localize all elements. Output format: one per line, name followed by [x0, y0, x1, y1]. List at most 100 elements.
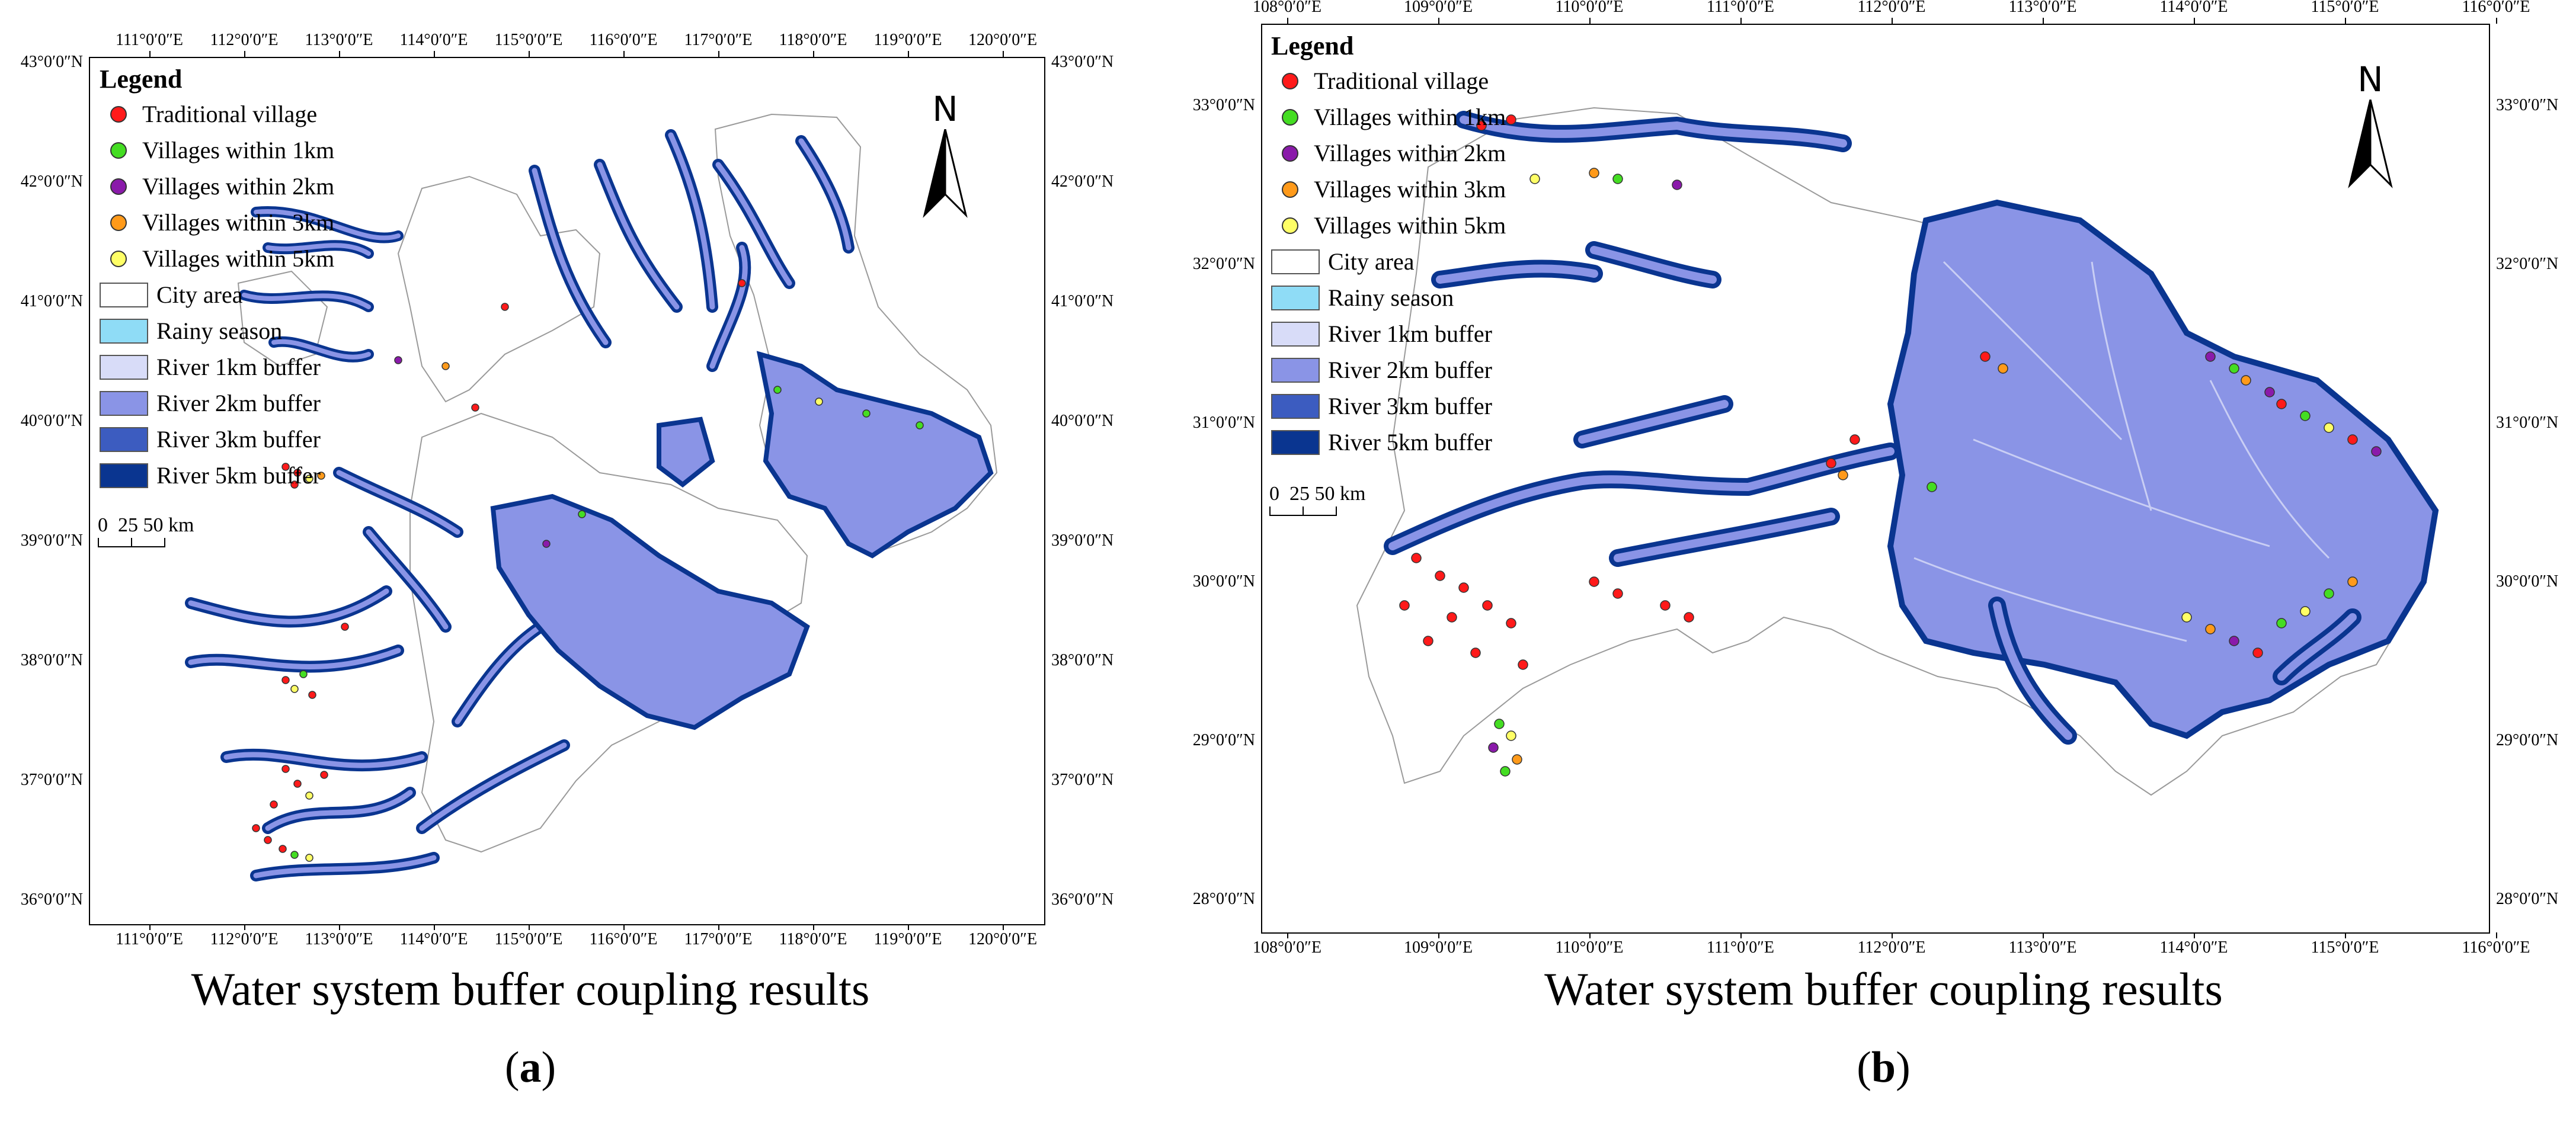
legend-item-label: Villages within 1km — [1314, 103, 1506, 130]
legend-item: Villages within 1km — [100, 132, 334, 168]
latitude-tick-label: 29°0′0″N — [2496, 731, 2559, 749]
north-arrow: N — [2347, 59, 2394, 191]
latitude-tick-label: 33°0′0″N — [2496, 96, 2559, 114]
legend-dot-icon — [110, 142, 127, 159]
longitude-tick-label: 120°0′0″E — [968, 31, 1038, 49]
longitude-tick-label: 112°0′0″E — [1857, 938, 1926, 957]
legend-dot-icon — [110, 105, 127, 123]
legend-item-label: River 5km buffer — [156, 461, 321, 489]
legend-dot-icon — [1282, 72, 1298, 89]
subfigure-label: (a) — [504, 1043, 556, 1092]
latitude-tick-label: 32°0′0″N — [1192, 255, 1255, 273]
map-panel-a: 111°0′0″E 111°0′0″E 112°0′0″E 112°0′0″E 113°… — [0, 0, 1113, 1122]
legend-dot-icon — [110, 214, 127, 231]
latitude-tick-label: 32°0′0″N — [2496, 255, 2559, 273]
longitude-tick-label: 112°0′0″E — [210, 930, 279, 948]
tick-mark — [244, 51, 245, 57]
tick-mark — [149, 924, 151, 930]
legend-item-label: Villages within 2km — [142, 172, 335, 200]
latitude-tick-label: 36°0′0″N — [1051, 890, 1114, 909]
tick-mark — [2496, 18, 2497, 24]
latitude-tick-label: 42°0′0″N — [1051, 172, 1114, 191]
legend-item-label: River 2km buffer — [1328, 356, 1492, 383]
tick-mark — [1892, 932, 1893, 938]
tick-mark — [2345, 18, 2346, 24]
longitude-tick-label: 114°0′0″E — [399, 31, 468, 49]
tick-mark — [1003, 51, 1004, 57]
map-legend: Legend Traditional village Villages withi… — [100, 66, 334, 493]
scale-unit: km — [168, 514, 194, 536]
legend-item: River 3km buffer — [100, 421, 334, 457]
legend-swatch-icon — [100, 427, 148, 452]
tick-mark — [529, 924, 530, 930]
latitude-tick-label: 31°0′0″N — [2496, 413, 2559, 432]
tick-mark — [1287, 18, 1288, 24]
scale-label-25: 25 — [118, 514, 138, 536]
legend-item: City area — [1271, 243, 1506, 280]
longitude-tick-label: 113°0′0″E — [305, 930, 373, 948]
tick-mark — [2043, 932, 2044, 938]
tick-mark — [2496, 932, 2497, 938]
tick-mark — [623, 924, 625, 930]
north-label: N — [932, 89, 958, 129]
legend-item: River 2km buffer — [100, 385, 334, 421]
longitude-tick-label: 111°0′0″E — [1706, 0, 1775, 16]
legend-item: Rainy season — [1271, 280, 1506, 316]
legend-item: Villages within 1km — [1271, 99, 1506, 135]
latitude-tick-label: 40°0′0″N — [20, 412, 83, 430]
longitude-tick-label: 114°0′0″E — [2159, 0, 2228, 16]
longitude-tick-label: 115°0′0″E — [494, 31, 563, 49]
legend-item: River 5km buffer — [100, 457, 334, 493]
latitude-tick-label: 31°0′0″N — [1192, 413, 1255, 432]
latitude-tick-label: 43°0′0″N — [1051, 53, 1114, 71]
latitude-tick-label: 39°0′0″N — [20, 531, 83, 550]
north-arrow-icon — [2348, 99, 2393, 188]
legend-swatch-icon — [100, 390, 148, 416]
tick-mark — [1589, 932, 1591, 938]
tick-mark — [1740, 18, 1742, 24]
legend-item: Villages within 5km — [1271, 207, 1506, 243]
latitude-tick-label: 28°0′0″N — [1192, 890, 1255, 908]
longitude-tick-label: 112°0′0″E — [1857, 0, 1926, 16]
legend-item-label: Traditional village — [142, 100, 318, 127]
scale-unit: km — [1340, 483, 1366, 505]
tick-mark — [339, 924, 340, 930]
scale-bar: 0 25 50 km — [98, 514, 194, 547]
latitude-tick-label: 37°0′0″N — [1051, 771, 1114, 789]
legend-dot-icon — [1282, 217, 1298, 234]
figure-caption: Water system buffer coupling results — [191, 963, 870, 1015]
legend-dot-icon — [110, 178, 127, 195]
latitude-tick-label: 38°0′0″N — [20, 651, 83, 669]
latitude-tick-label: 41°0′0″N — [1051, 292, 1114, 310]
latitude-tick-label: 39°0′0″N — [1051, 531, 1114, 550]
tick-mark — [1892, 18, 1893, 24]
longitude-tick-label: 114°0′0″E — [399, 930, 468, 948]
longitude-tick-label: 111°0′0″E — [115, 31, 184, 49]
legend-swatch-icon — [100, 354, 148, 380]
river-network-b — [1887, 199, 2439, 739]
legend-item: Villages within 5km — [100, 241, 334, 277]
longitude-tick-label: 115°0′0″E — [2311, 0, 2379, 16]
tick-mark — [1003, 924, 1004, 930]
longitude-tick-label: 113°0′0″E — [2008, 0, 2077, 16]
longitude-tick-label: 112°0′0″E — [210, 31, 279, 49]
legend-item: Rainy season — [100, 313, 334, 349]
legend-item-label: River 5km buffer — [1328, 428, 1492, 456]
scale-label-25: 25 — [1289, 483, 1310, 505]
longitude-tick-label: 108°0′0″E — [1252, 938, 1322, 957]
longitude-tick-label: 116°0′0″E — [2462, 0, 2530, 16]
legend-item: River 1km buffer — [1271, 316, 1506, 352]
legend-swatch-icon — [1271, 429, 1320, 455]
tick-mark — [244, 924, 245, 930]
longitude-tick-label: 116°0′0″E — [589, 31, 658, 49]
tick-mark — [529, 51, 530, 57]
latitude-tick-label: 29°0′0″N — [1192, 731, 1255, 749]
tick-mark — [1438, 18, 1439, 24]
latitude-tick-label: 43°0′0″N — [20, 53, 83, 71]
legend-title: Legend — [1271, 31, 1354, 60]
latitude-tick-label: 38°0′0″N — [1051, 651, 1114, 669]
legend-dot-icon — [110, 250, 127, 267]
legend-swatch-icon — [1271, 357, 1320, 383]
map-frame — [89, 57, 1045, 925]
north-arrow-icon — [923, 129, 968, 218]
